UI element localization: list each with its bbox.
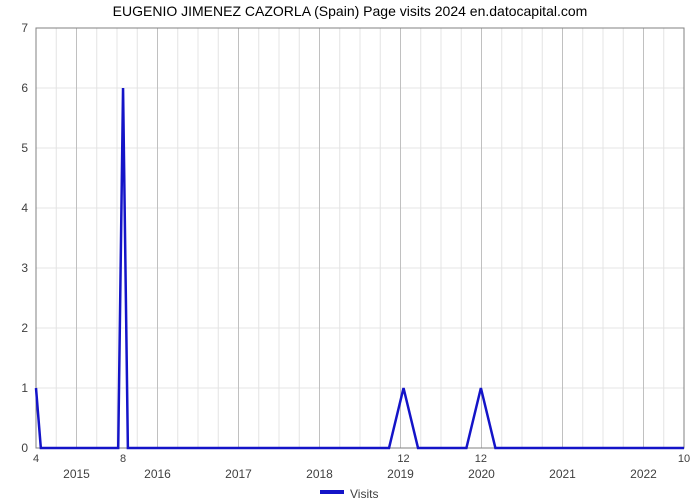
x-year-label: 2019 <box>387 467 414 481</box>
x-secondary-label: 12 <box>397 453 409 465</box>
chart-svg: EUGENIO JIMENEZ CAZORLA (Spain) Page vis… <box>0 0 700 500</box>
x-year-label: 2021 <box>549 467 576 481</box>
y-tick-label: 1 <box>21 381 28 395</box>
y-tick-label: 5 <box>21 141 28 155</box>
y-tick-label: 3 <box>21 261 28 275</box>
x-year-label: 2015 <box>63 467 90 481</box>
y-tick-label: 6 <box>21 81 28 95</box>
chart-title: EUGENIO JIMENEZ CAZORLA (Spain) Page vis… <box>113 3 588 19</box>
x-secondary-label: 4 <box>33 453 39 465</box>
x-year-label: 2017 <box>225 467 252 481</box>
y-tick-label: 4 <box>21 201 28 215</box>
x-secondary-label: 8 <box>120 453 126 465</box>
x-secondary-label: 12 <box>475 453 487 465</box>
y-tick-label: 2 <box>21 321 28 335</box>
y-tick-label: 0 <box>21 441 28 455</box>
x-year-label: 2020 <box>468 467 495 481</box>
x-secondary-label: 10 <box>678 453 690 465</box>
y-tick-label: 7 <box>21 21 28 35</box>
legend-swatch <box>320 490 344 494</box>
x-year-label: 2018 <box>306 467 333 481</box>
chart-container: EUGENIO JIMENEZ CAZORLA (Spain) Page vis… <box>0 0 700 500</box>
legend-label: Visits <box>350 487 378 500</box>
x-year-label: 2022 <box>630 467 657 481</box>
x-year-label: 2016 <box>144 467 171 481</box>
